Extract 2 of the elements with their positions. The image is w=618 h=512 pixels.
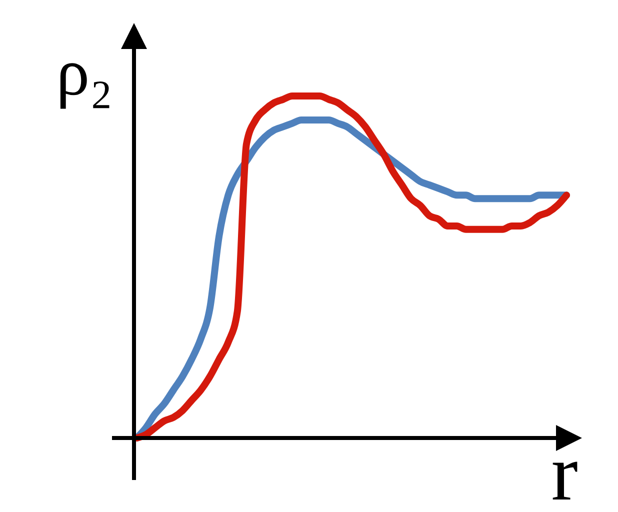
x-axis-title: r [551,430,578,512]
y-axis-title: ρ₂ [56,36,113,110]
